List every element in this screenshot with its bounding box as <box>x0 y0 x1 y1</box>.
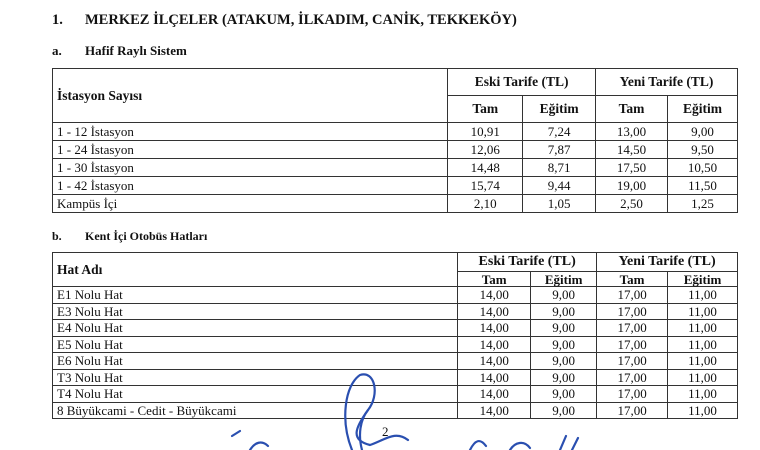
table-row: E4 Nolu Hat 14,00 9,00 17,00 11,00 <box>51 319 738 337</box>
section-b-heading: b. Kent İçi Otobüs Hatları <box>52 229 207 244</box>
cell-new-full: 17,00 <box>596 385 669 403</box>
page-number: 2 <box>382 424 389 439</box>
cell-new-full: 17,00 <box>596 302 669 320</box>
section-a-heading: a. Hafif Raylı Sistem <box>52 43 187 59</box>
cell-old-full: 2,10 <box>447 194 524 213</box>
table-row: E5 Nolu Hat 14,00 9,00 17,00 11,00 <box>51 335 738 353</box>
cell-new-edu: 11,50 <box>667 176 738 195</box>
cell-old-full: 10,91 <box>447 122 524 141</box>
table-row: T3 Nolu Hat 14,00 9,00 17,00 11,00 <box>51 368 738 386</box>
cell-new-edu: 11,00 <box>667 319 738 337</box>
table-row: Kampüs İçi 2,10 1,05 2,50 1,25 <box>51 194 738 213</box>
header-new-full: Tam <box>595 95 669 123</box>
cell-name: E3 Nolu Hat <box>51 302 459 320</box>
cell-old-edu: 9,00 <box>530 352 598 370</box>
table-row: T4 Nolu Hat 14,00 9,00 17,00 11,00 <box>51 385 738 403</box>
header-old-edu: Eğitim <box>530 271 598 287</box>
section-b-title: Kent İçi Otobüs Hatları <box>85 229 208 243</box>
cell-name: Kampüs İçi <box>51 194 449 213</box>
section-a-title: Hafif Raylı Sistem <box>85 43 187 58</box>
table-row: 1 - 42 İstasyon 15,74 9,44 19,00 11,50 <box>51 176 738 195</box>
cell-old-full: 14,00 <box>457 286 532 304</box>
cell-new-full: 13,00 <box>595 122 669 141</box>
main-heading: 1. MERKEZ İLÇELER (ATAKUM, İLKADIM, CANİK… <box>52 12 517 29</box>
cell-old-edu: 1,05 <box>522 194 597 213</box>
cell-old-edu: 7,87 <box>522 140 597 159</box>
header-station-count: İstasyon Sayısı <box>51 68 449 123</box>
cell-old-edu: 9,00 <box>530 401 598 419</box>
heading-number: 1. <box>52 12 63 28</box>
cell-old-full: 14,00 <box>457 335 532 353</box>
cell-new-edu: 11,00 <box>667 302 738 320</box>
cell-old-edu: 9,00 <box>530 302 598 320</box>
cell-new-full: 17,00 <box>596 401 669 419</box>
cell-old-full: 14,00 <box>457 401 532 419</box>
header-old-full: Tam <box>457 271 532 287</box>
cell-new-edu: 11,00 <box>667 368 738 386</box>
table-row: E6 Nolu Hat 14,00 9,00 17,00 11,00 <box>51 352 738 370</box>
rail-tariff-table: İstasyon Sayısı Eski Tarife (TL) Yeni Ta… <box>51 68 738 213</box>
header-old-tariff: Eski Tarife (TL) <box>457 252 598 272</box>
section-a-number: a. <box>52 43 62 58</box>
header-new-edu: Eğitim <box>667 271 738 287</box>
cell-new-full: 2,50 <box>595 194 669 213</box>
cell-new-edu: 11,00 <box>667 335 738 353</box>
heading-text: MERKEZ İLÇELER (ATAKUM, İLKADIM, CANİK, … <box>85 12 517 28</box>
cell-old-edu: 9,44 <box>522 176 597 195</box>
cell-new-full: 17,00 <box>596 335 669 353</box>
header-old-tariff: Eski Tarife (TL) <box>447 68 597 96</box>
cell-new-edu: 11,00 <box>667 401 738 419</box>
header-new-tariff: Yeni Tarife (TL) <box>595 68 738 96</box>
table-row: E3 Nolu Hat 14,00 9,00 17,00 11,00 <box>51 302 738 320</box>
cell-new-edu: 11,00 <box>667 385 738 403</box>
cell-new-edu: 1,25 <box>667 194 738 213</box>
bus-tariff-table: Hat Adı Eski Tarife (TL) Yeni Tarife (TL… <box>51 252 738 419</box>
table-row: 8 Büyükcami - Cedit - Büyükcami 14,00 9,00… <box>51 401 738 419</box>
header-line-name: Hat Adı <box>51 252 459 287</box>
section-b-number: b. <box>52 229 62 243</box>
cell-name: 8 Büyükcami - Cedit - Büyükcami <box>51 401 459 419</box>
